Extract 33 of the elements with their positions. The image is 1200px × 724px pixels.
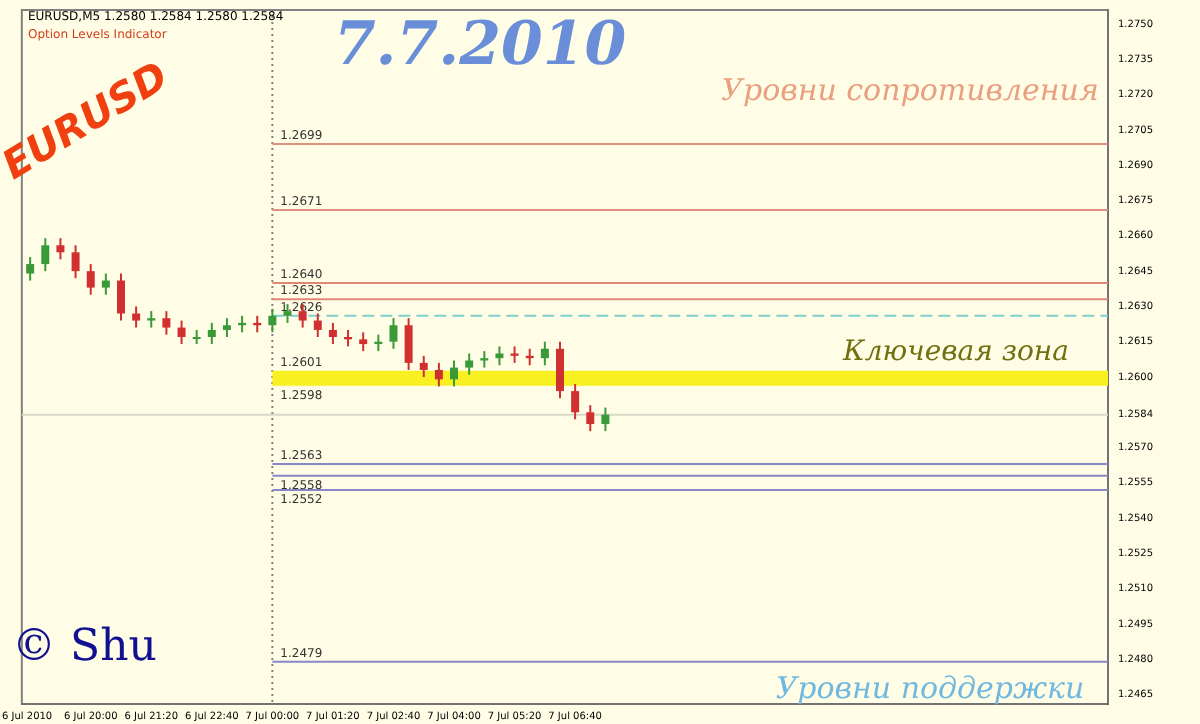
candlestick (41, 237, 50, 273)
annotation: Уровни сопротивления (721, 72, 1099, 108)
candlestick (404, 317, 413, 371)
candlestick (26, 256, 35, 282)
candlestick (313, 312, 322, 338)
annotation: © Shu (12, 622, 157, 672)
candlestick (571, 383, 580, 421)
candlestick (465, 352, 474, 376)
candlestick (116, 272, 125, 322)
candlestick (132, 305, 141, 329)
candlestick (207, 321, 216, 346)
candlestick (495, 345, 504, 367)
annotation: Уровни поддержки (775, 670, 1085, 706)
candlestick (434, 361, 443, 388)
candlestick (359, 331, 368, 353)
candlestick (586, 404, 595, 433)
candlestick (101, 272, 110, 296)
candlestick (56, 237, 65, 261)
candlestick (540, 340, 549, 367)
candlestick (419, 354, 428, 378)
candlestick (71, 244, 80, 280)
chart-title: 7.7.2010 (333, 10, 627, 80)
candlestick (162, 310, 171, 336)
candlestick (86, 263, 95, 296)
candlestick (450, 359, 459, 388)
candlestick (177, 319, 186, 346)
candlestick (222, 317, 231, 338)
annotation: Ключевая зона (841, 336, 1069, 368)
candlestick (555, 340, 564, 400)
candlestick (328, 321, 337, 346)
candlestick (601, 406, 610, 433)
candlestick (389, 317, 398, 350)
candlestick (268, 307, 277, 334)
